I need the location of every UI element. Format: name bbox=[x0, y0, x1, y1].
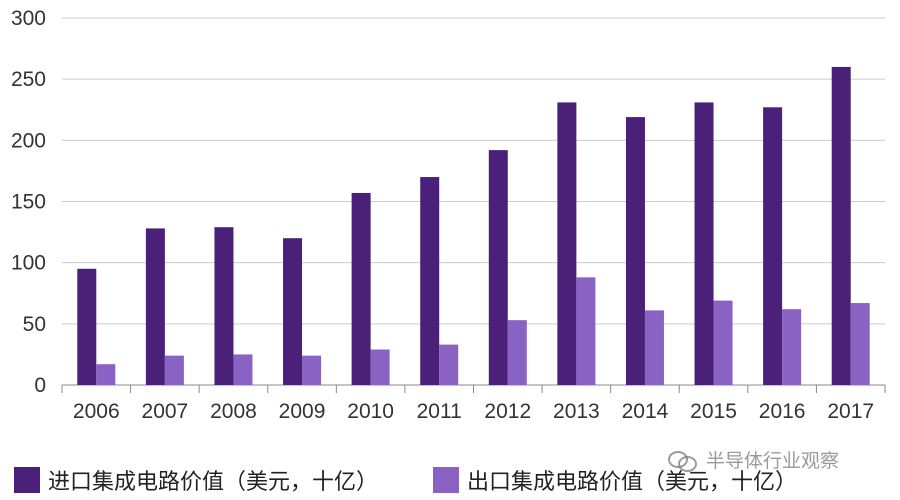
x-tick-label: 2006 bbox=[73, 400, 120, 423]
bar-import bbox=[351, 192, 371, 385]
bar-export bbox=[164, 355, 184, 385]
bar-export bbox=[96, 364, 116, 385]
bar-import bbox=[694, 102, 714, 385]
bar-export bbox=[507, 320, 527, 385]
bars bbox=[77, 66, 870, 385]
y-tick-label: 50 bbox=[23, 313, 46, 336]
bar-import bbox=[831, 66, 851, 385]
bar-import bbox=[145, 228, 165, 385]
x-tick-label: 2015 bbox=[690, 400, 737, 423]
legend-item-import: 进口集成电路价值（美元，十亿） bbox=[14, 464, 378, 496]
y-tick-label: 100 bbox=[11, 252, 46, 275]
bar-export bbox=[302, 355, 322, 385]
x-tick-label: 2011 bbox=[417, 400, 462, 423]
x-tick-label: 2014 bbox=[622, 400, 669, 423]
bar-import bbox=[557, 102, 577, 385]
bar-export bbox=[850, 303, 870, 385]
bar-import bbox=[763, 107, 783, 385]
y-axis-ticks: 0 50 100 150 200 250 300 bbox=[11, 7, 46, 397]
legend: 进口集成电路价值（美元，十亿） 出口集成电路价值（美元，十亿） bbox=[0, 454, 900, 500]
bar-import bbox=[625, 117, 645, 385]
x-tick-label: 2007 bbox=[142, 400, 189, 423]
x-axis-ticks: 2006 2007 2008 2009 2010 2011 2012 2013 2014 2015… bbox=[61, 385, 886, 423]
x-tick-label: 2009 bbox=[279, 400, 326, 423]
gridlines bbox=[62, 17, 885, 386]
bar-export bbox=[233, 354, 253, 385]
wechat-icon bbox=[668, 449, 698, 472]
bar-import bbox=[283, 238, 303, 385]
bar-export bbox=[644, 310, 664, 385]
y-tick-label: 300 bbox=[11, 7, 46, 30]
x-tick-label: 2016 bbox=[759, 400, 806, 423]
bar-export bbox=[713, 300, 733, 385]
x-tick-label: 2012 bbox=[484, 400, 531, 423]
bar-import bbox=[420, 177, 440, 385]
y-tick-label: 0 bbox=[34, 374, 46, 397]
legend-swatch-import bbox=[14, 467, 40, 493]
legend-item-export: 出口集成电路价值（美元，十亿） bbox=[433, 464, 797, 496]
y-tick-label: 200 bbox=[11, 129, 46, 152]
watermark-text: 半导体行业观察 bbox=[706, 450, 840, 472]
bar-export bbox=[370, 349, 390, 385]
x-tick-label: 2017 bbox=[827, 400, 874, 423]
legend-label-import: 进口集成电路价值（美元，十亿） bbox=[48, 470, 379, 495]
legend-label-export: 出口集成电路价值（美元，十亿） bbox=[467, 470, 798, 495]
x-tick-label: 2010 bbox=[347, 400, 394, 423]
legend-swatch-export bbox=[433, 467, 459, 493]
watermark: 半导体行业观察 bbox=[668, 446, 839, 473]
x-tick-label: 2008 bbox=[210, 400, 257, 423]
bar-import bbox=[488, 150, 508, 385]
bar-export bbox=[439, 344, 459, 385]
bar-export bbox=[576, 277, 596, 385]
bar-import bbox=[214, 227, 234, 385]
x-tick-label: 2013 bbox=[553, 400, 600, 423]
bar-import bbox=[77, 268, 97, 385]
y-tick-label: 150 bbox=[11, 191, 46, 214]
bar-export bbox=[782, 309, 802, 385]
y-tick-label: 250 bbox=[11, 68, 46, 91]
